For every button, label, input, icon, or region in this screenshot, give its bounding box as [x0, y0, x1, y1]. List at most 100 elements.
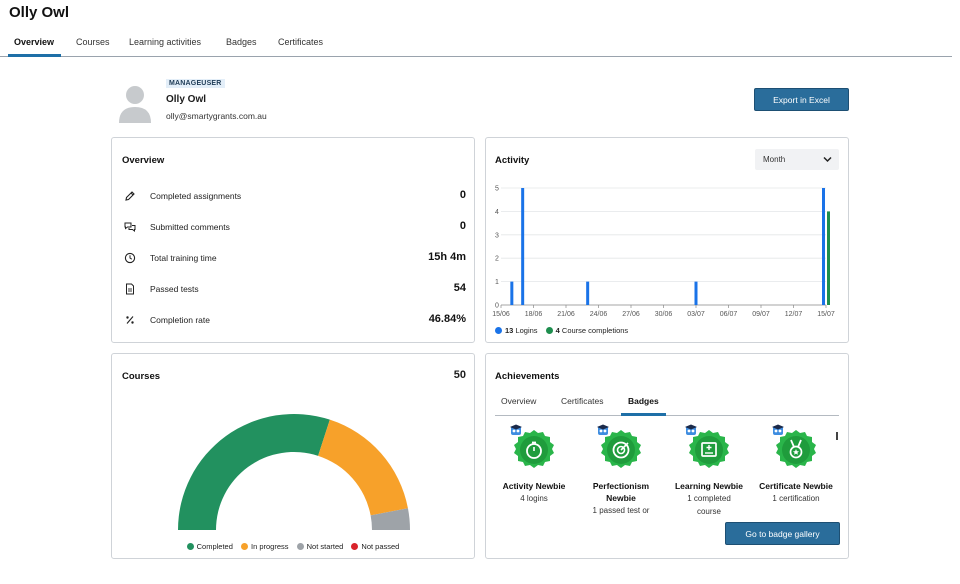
activity-bar — [827, 211, 830, 305]
achievements-card: Achievements Overview Certificates Badge… — [485, 353, 849, 559]
overview-card: Overview Completed assignments 0 Submitt… — [111, 137, 475, 343]
y-tick-label: 2 — [495, 256, 499, 263]
activity-bar — [822, 188, 825, 305]
badge-name: Learning Newbie — [674, 481, 743, 491]
stat-label: Completed assignments — [150, 191, 242, 201]
role-badge: MANAGEUSER — [166, 79, 225, 88]
x-tick-label: 06/07 — [720, 311, 738, 318]
period-select[interactable]: Month — [755, 149, 839, 170]
tab-certificates[interactable]: Certificates — [278, 37, 324, 47]
badge-desc: 4 logins — [520, 494, 548, 503]
badge-certificate-newbie[interactable]: Certificate Newbie 1 certification — [753, 424, 839, 505]
achievements-title: Achievements — [495, 371, 560, 382]
stat-label: Submitted comments — [150, 222, 230, 232]
badge-desc: 1 passed test or — [592, 506, 650, 515]
comments-icon — [124, 222, 136, 232]
user-name: Olly Owl — [166, 94, 207, 105]
activity-card: Activity Month 0 1 2 3 4 5 15/06 18/06 21/06 24/0… — [485, 137, 849, 343]
gauge-segment-in-progress — [318, 419, 408, 516]
stat-value: 54 — [453, 282, 466, 294]
medal-badge-icon — [772, 424, 816, 468]
stat-row-total-training-time: Total training time 15h 4m — [112, 249, 474, 269]
legend-dot — [495, 327, 502, 334]
user-email: olly@smartygrants.com.au — [166, 111, 267, 121]
clock-icon — [124, 252, 136, 264]
badge-perfectionism-newbie[interactable]: Perfectionism Newbie 1 passed test or — [578, 424, 664, 517]
ach-tab-overview[interactable]: Overview — [501, 396, 537, 406]
active-tab-indicator — [8, 54, 61, 57]
badge-learning-newbie[interactable]: Learning Newbie 1 completed course — [666, 424, 752, 518]
courses-card: Courses 50 Completed In progress Not sta… — [111, 353, 475, 559]
legend-in-progress: In progress — [241, 542, 289, 551]
activity-bar — [586, 281, 590, 305]
stopwatch-badge-icon — [510, 424, 554, 468]
y-tick-label: 3 — [495, 232, 499, 239]
page-title: Olly Owl — [9, 4, 70, 21]
stat-row-submitted-comments: Submitted comments 0 — [112, 218, 474, 238]
activity-bar — [694, 281, 698, 305]
y-tick-label: 0 — [495, 303, 499, 310]
chevron-down-icon — [823, 156, 832, 163]
course-badge-icon — [685, 424, 729, 468]
badge-name: Perfectionism Newbie — [592, 481, 650, 503]
x-tick-label: 12/07 — [785, 311, 803, 318]
y-tick-label: 4 — [495, 209, 499, 216]
x-tick-label: 09/07 — [752, 311, 770, 318]
badge-name: Activity Newbie — [502, 481, 566, 491]
tab-badges[interactable]: Badges — [226, 37, 257, 47]
target-badge-icon — [597, 424, 641, 468]
legend-dot — [545, 327, 553, 334]
stat-row-completion-rate: Completion rate 46.84% — [112, 311, 474, 331]
courses-legend: Completed In progress Not started Not pa… — [112, 542, 474, 551]
active-tab-indicator — [621, 413, 666, 416]
tab-overview[interactable]: Overview — [14, 37, 55, 47]
badge-desc: course — [696, 507, 721, 516]
avatar-icon — [119, 86, 151, 123]
legend-logins: 13 Logins — [495, 326, 538, 335]
legend-course-completions: 4 Course completions — [545, 326, 628, 335]
x-tick-label: 15/06 — [492, 311, 510, 318]
x-tick-label: 18/06 — [525, 311, 543, 318]
courses-count: 50 — [453, 369, 466, 381]
tab-courses[interactable]: Courses — [76, 37, 110, 47]
stat-label: Total training time — [150, 253, 217, 263]
activity-bar — [521, 188, 525, 305]
period-select-value: Month — [763, 155, 786, 164]
badge-desc: 1 completed — [687, 494, 731, 503]
activity-legend: 13 Logins 4 Course completions — [495, 326, 628, 335]
gauge-segment-completed — [178, 413, 330, 530]
activity-title: Activity — [495, 155, 530, 166]
document-icon — [126, 283, 134, 295]
stat-row-completed-assignments: Completed assignments 0 — [112, 187, 474, 207]
tab-learning-activities[interactable]: Learning activities — [129, 37, 202, 47]
courses-title: Courses — [122, 371, 161, 382]
badge-gallery-button[interactable]: Go to badge gallery — [725, 522, 840, 545]
stat-value: 15h 4m — [428, 251, 466, 263]
x-tick-label: 21/06 — [557, 311, 575, 318]
ach-tab-badges[interactable]: Badges — [628, 396, 659, 406]
legend-not-passed: Not passed — [351, 542, 399, 551]
scrollbar[interactable] — [836, 432, 838, 440]
x-tick-label: 27/06 — [622, 311, 640, 318]
ach-tab-certificates[interactable]: Certificates — [561, 396, 604, 406]
x-tick-label: 15/07 — [817, 311, 835, 318]
badge-desc: 1 certification — [772, 494, 820, 503]
activity-chart: 0 1 2 3 4 5 15/06 18/06 21/06 24/06 27/06 30/06 03/0… — [492, 186, 835, 319]
stat-value: 0 — [459, 189, 466, 201]
stat-value: 0 — [459, 220, 466, 232]
stat-value: 46.84% — [428, 313, 466, 325]
gauge-segment-not-started — [370, 508, 410, 530]
stat-row-passed-tests: Passed tests 54 — [112, 280, 474, 300]
badge-activity-newbie[interactable]: Activity Newbie 4 logins — [491, 424, 577, 505]
courses-gauge-chart — [178, 413, 410, 530]
main-tabs: Overview Courses Learning activities Bad… — [0, 28, 952, 57]
overview-title: Overview — [122, 155, 165, 166]
y-tick-label: 1 — [495, 279, 499, 286]
x-tick-label: 30/06 — [655, 311, 673, 318]
export-excel-button[interactable]: Export in Excel — [754, 88, 849, 111]
x-tick-label: 24/06 — [590, 311, 608, 318]
achievements-tabs: Overview Certificates Badges — [495, 390, 839, 416]
y-tick-label: 5 — [495, 186, 499, 193]
stat-label: Completion rate — [150, 315, 211, 325]
legend-not-started: Not started — [296, 542, 343, 551]
